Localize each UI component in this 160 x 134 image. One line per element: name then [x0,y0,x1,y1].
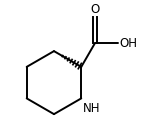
Text: O: O [90,3,100,16]
Text: OH: OH [119,37,137,50]
Text: NH: NH [83,102,101,115]
